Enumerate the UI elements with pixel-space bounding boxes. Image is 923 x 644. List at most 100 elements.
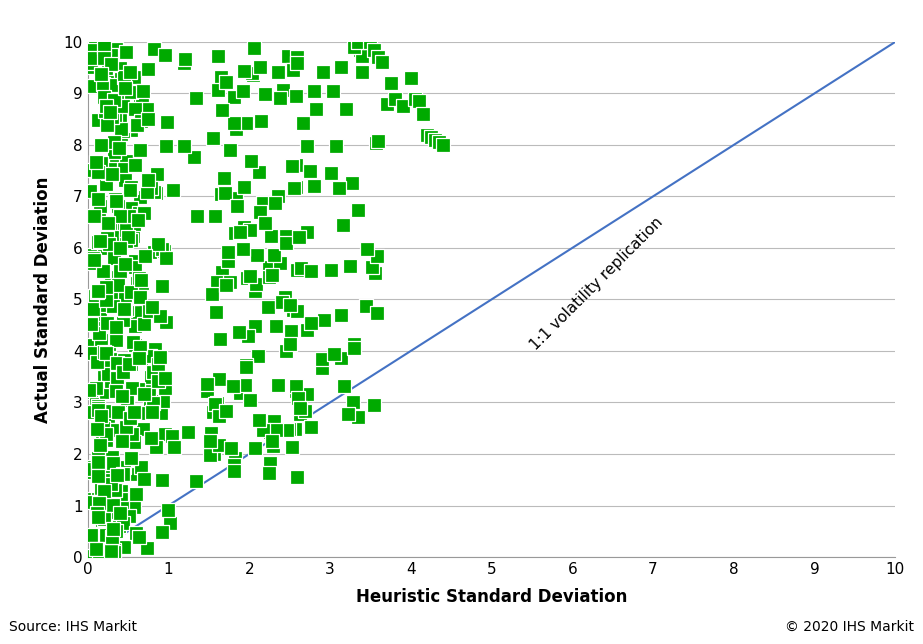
Point <box>293 402 307 413</box>
Point <box>215 267 230 277</box>
Point <box>323 167 338 178</box>
Point <box>233 227 247 238</box>
Point <box>107 222 122 232</box>
Point <box>133 192 148 202</box>
Point <box>207 211 222 222</box>
Point <box>106 524 121 534</box>
Point <box>123 185 138 195</box>
Point <box>83 339 98 350</box>
Point <box>277 292 292 302</box>
Point <box>115 315 130 325</box>
Point <box>90 513 105 523</box>
Point <box>150 239 165 249</box>
Point <box>90 287 104 297</box>
Point <box>90 115 105 125</box>
Point <box>304 317 318 328</box>
Point <box>367 269 382 279</box>
Point <box>129 489 144 499</box>
Point <box>203 450 218 460</box>
Point <box>107 354 122 364</box>
Point <box>219 77 234 87</box>
Point <box>258 218 272 228</box>
Point <box>115 126 130 137</box>
Point <box>118 236 133 246</box>
Point <box>227 452 242 462</box>
Point <box>274 297 289 307</box>
Point <box>154 281 169 291</box>
Point <box>262 468 277 478</box>
Point <box>101 218 115 228</box>
Point <box>133 274 148 285</box>
Point <box>272 258 287 268</box>
Point <box>97 347 112 357</box>
Point <box>158 373 173 383</box>
Point <box>83 551 98 562</box>
Point <box>139 408 154 418</box>
Point <box>114 74 128 84</box>
Point <box>94 459 109 469</box>
Point <box>144 372 159 383</box>
Point <box>407 93 422 104</box>
Point <box>98 71 113 81</box>
Text: © 2020 IHS Markit: © 2020 IHS Markit <box>785 620 914 634</box>
Point <box>115 469 130 479</box>
Point <box>105 476 120 486</box>
Point <box>90 424 104 434</box>
Point <box>154 475 169 486</box>
Point <box>132 208 147 218</box>
Point <box>113 507 127 518</box>
Point <box>106 457 121 468</box>
Point <box>111 280 126 290</box>
Point <box>218 187 233 198</box>
Point <box>308 104 323 114</box>
Point <box>107 63 122 73</box>
Point <box>239 361 254 372</box>
Point <box>124 124 138 135</box>
Point <box>211 85 226 95</box>
Point <box>167 442 182 452</box>
Point <box>95 515 110 526</box>
Point <box>107 95 122 106</box>
Point <box>86 466 101 477</box>
Point <box>119 392 134 402</box>
Point <box>247 321 262 331</box>
Point <box>109 357 124 368</box>
Point <box>124 359 138 369</box>
Point <box>189 211 204 222</box>
Point <box>269 321 283 332</box>
Point <box>286 183 301 193</box>
Point <box>143 397 158 407</box>
Point <box>114 493 128 504</box>
Point <box>121 66 136 76</box>
Point <box>160 117 174 127</box>
Point <box>141 306 156 316</box>
Point <box>235 244 250 254</box>
Point <box>102 239 116 249</box>
Point <box>244 156 258 166</box>
Point <box>124 234 138 245</box>
Point <box>150 375 165 386</box>
Point <box>221 256 235 266</box>
Point <box>120 304 135 314</box>
Point <box>336 220 351 230</box>
Point <box>147 187 162 197</box>
Point <box>239 118 254 128</box>
Point <box>282 299 297 310</box>
Point <box>93 482 108 493</box>
Point <box>243 156 258 167</box>
Point <box>108 485 123 495</box>
Point <box>111 202 126 212</box>
Point <box>225 381 240 392</box>
Point <box>249 250 264 260</box>
Point <box>84 319 99 330</box>
Point <box>85 348 100 359</box>
Point <box>108 44 123 54</box>
Point <box>300 227 315 238</box>
Point <box>110 328 125 338</box>
Point <box>290 306 305 316</box>
Point <box>112 143 126 153</box>
Point <box>127 104 142 114</box>
Point <box>379 99 394 109</box>
Point <box>283 326 298 336</box>
Point <box>126 231 140 241</box>
